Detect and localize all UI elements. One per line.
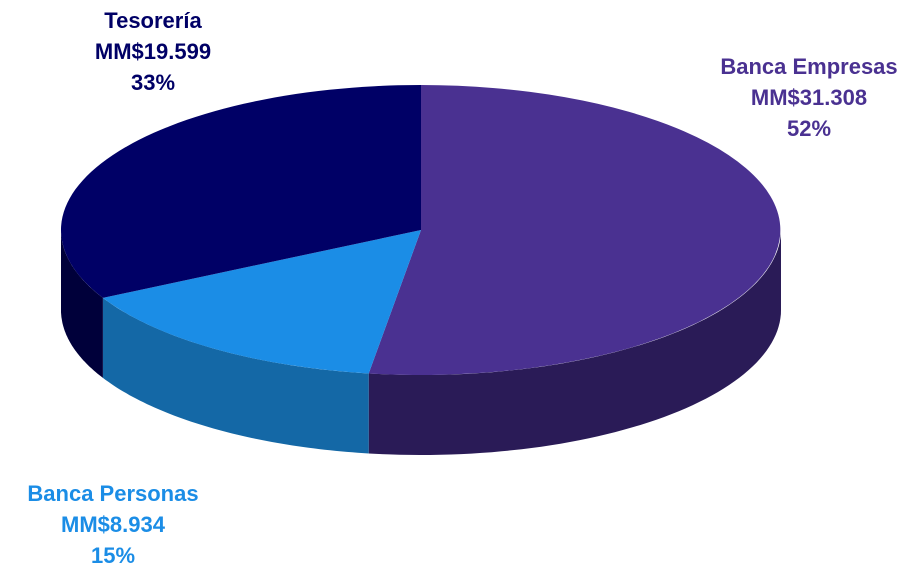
pie-sides: [61, 230, 781, 455]
pie-side-banca-personas: [102, 297, 369, 454]
slice-label-banca-personas: Banca Personas MM$8.934 15%: [0, 478, 238, 571]
slice-label-tesoreria: Tesorería MM$19.599 33%: [28, 5, 278, 98]
slice-amount: MM$19.599: [94, 39, 212, 64]
slice-label-banca-empresas: Banca Empresas MM$31.308 52%: [684, 51, 916, 144]
pie-slice-banca-personas: [102, 230, 422, 374]
slice-percent: 52%: [786, 116, 832, 141]
pie-slice-tesoreria: [60, 85, 421, 298]
slice-amount: MM$31.308: [750, 85, 868, 110]
pie-side-banca-empresas: [368, 230, 781, 455]
pie-tops: [60, 85, 781, 375]
slice-percent: 15%: [90, 543, 136, 568]
slice-name: Banca Personas: [27, 481, 199, 506]
slice-amount: MM$8.934: [61, 512, 165, 537]
slice-percent: 33%: [130, 70, 176, 95]
pie-slice-banca-empresas: [368, 85, 781, 375]
pie-side-tesoreria: [61, 230, 103, 378]
slice-name: Tesorería: [104, 8, 202, 33]
slice-name: Banca Empresas: [720, 54, 898, 79]
